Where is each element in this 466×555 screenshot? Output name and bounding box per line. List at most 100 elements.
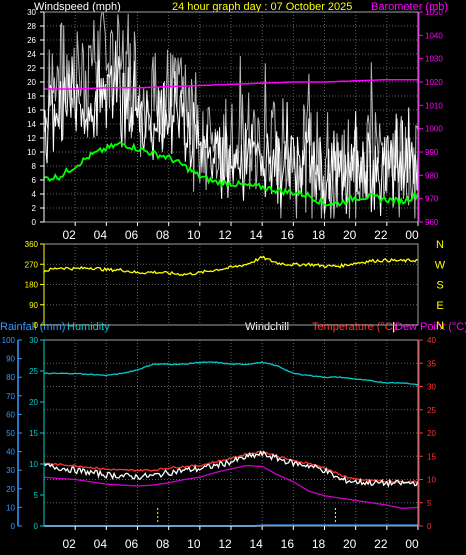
- temperature-ytick-label: 30: [427, 383, 436, 392]
- barometer-ytick-label: 960: [425, 218, 439, 227]
- gust-series-line: [43, 11, 419, 219]
- barometer-ytick-label: 980: [425, 171, 439, 180]
- barometer-ytick-label: 970: [425, 195, 439, 204]
- wind-xtick-label: 02: [62, 228, 76, 242]
- compass-label-e: E: [436, 300, 443, 312]
- average-series-line: [43, 141, 419, 208]
- humidity-ytick-label: 0: [34, 522, 39, 531]
- windchill-series-line: [43, 450, 419, 488]
- windspeed-ytick-label: 22: [27, 64, 36, 73]
- windspeed-ytick-label: 26: [27, 36, 36, 45]
- wind-xtick-label: 10: [187, 228, 201, 242]
- windspeed-ytick-label: 10: [27, 148, 36, 157]
- windspeed-ytick-label: 20: [27, 78, 36, 87]
- compass-label-n: N: [436, 239, 444, 251]
- wind-xtick-label: 08: [156, 228, 170, 242]
- wind-xtick-label: 18: [312, 228, 326, 242]
- windspeed-ytick-label: 8: [32, 162, 37, 171]
- temp-xtick-label: 20: [343, 537, 357, 551]
- rainfall-ytick-label: 90: [6, 355, 15, 364]
- humidity-ytick-label: 5: [34, 491, 39, 500]
- barometer-series-line: [44, 78, 418, 90]
- humidity-ytick-label: 10: [29, 460, 38, 469]
- temp-xtick-label: 14: [249, 537, 263, 551]
- humidity-ytick-label: 30: [29, 336, 38, 345]
- dewpoint-legend: Dew Point (°C): [395, 321, 466, 333]
- compass-label-n: N: [436, 320, 444, 332]
- temperature-ytick-label: 10: [427, 476, 436, 485]
- temperature-ytick-label: 20: [427, 429, 436, 438]
- temperature-ytick-label: 15: [427, 452, 436, 461]
- temp-xtick-label: 12: [218, 537, 232, 551]
- humidity-ytick-label: 25: [29, 367, 38, 376]
- windspeed-ytick-label: 12: [27, 134, 36, 143]
- barometer-ytick-label: 1040: [425, 31, 443, 40]
- windspeed-ytick-label: 28: [27, 22, 36, 31]
- temp-xtick-label: 00: [405, 537, 419, 551]
- chart-title: 24 hour graph day : 07 October 2025: [172, 1, 352, 13]
- temperature-series-line: [43, 450, 419, 484]
- temp-xtick-label: 02: [62, 537, 76, 551]
- rainfall-ytick-label: 20: [6, 485, 15, 494]
- rainfall-ytick-label: 40: [6, 448, 15, 457]
- direction-ytick-label: 360: [25, 240, 39, 249]
- rainfall-ytick-label: 100: [2, 336, 16, 345]
- wind-xtick-label: 20: [343, 228, 357, 242]
- windspeed-ytick-label: 16: [27, 106, 36, 115]
- temp-xtick-label: 10: [187, 537, 201, 551]
- wind-xtick-label: 06: [125, 228, 139, 242]
- wind-xtick-label: 00: [405, 228, 419, 242]
- windspeed-ytick-label: 24: [27, 50, 36, 59]
- rainfall-ytick-label: 80: [6, 373, 15, 382]
- rainfall-ytick-label: 0: [11, 522, 16, 531]
- barometer-ytick-label: 990: [425, 148, 439, 157]
- temperature-ytick-label: 5: [427, 499, 432, 508]
- barometer-ytick-label: 1050: [425, 8, 443, 17]
- dewpoint-series-line: [43, 464, 419, 509]
- windspeed-ytick-label: 30: [27, 8, 36, 17]
- barometer-ytick-label: 1020: [425, 78, 443, 87]
- windspeed-ytick-label: 2: [32, 204, 37, 213]
- temp-xtick-label: 06: [125, 537, 139, 551]
- compass-label-w: W: [435, 259, 446, 271]
- temperature-ytick-label: 25: [427, 406, 436, 415]
- rainfall-ytick-label: 10: [6, 503, 15, 512]
- direction-ytick-label: 180: [25, 281, 39, 290]
- barometer-ytick-label: 1010: [425, 101, 443, 110]
- wind-xtick-label: 22: [374, 228, 388, 242]
- series-layer: [43, 11, 419, 527]
- humidity-series-line: [43, 361, 419, 386]
- rainfall-ytick-label: 70: [6, 392, 15, 401]
- wind-xtick-label: 16: [281, 228, 295, 242]
- direction-ytick-label: 0: [34, 321, 39, 330]
- temperature-ytick-label: 35: [427, 359, 436, 368]
- temp-xtick-label: 18: [312, 537, 326, 551]
- legend-separator: |: [392, 321, 395, 333]
- windspeed-ytick-label: 18: [27, 92, 36, 101]
- humidity-axis-title: Humidity: [67, 321, 110, 333]
- barometer-axis-title: Barometer (mb): [371, 1, 448, 13]
- temp-xtick-label: 16: [281, 537, 295, 551]
- wind-xtick-label: 12: [218, 228, 232, 242]
- windspeed-ytick-label: 14: [27, 120, 36, 129]
- windchill-legend: Windchill: [245, 321, 289, 333]
- temperature-legend: Temperature (°C): [312, 321, 396, 333]
- temp-xtick-label: 04: [94, 537, 108, 551]
- rainfall-ytick-label: 50: [6, 429, 15, 438]
- axes-layer: 0246810121416182022242628309609709809901…: [2, 8, 446, 551]
- temperature-ytick-label: 40: [427, 336, 436, 345]
- windspeed-ytick-label: 6: [32, 176, 37, 185]
- windspeed-axis-title: Windspeed (mph): [34, 1, 121, 13]
- direction-ytick-label: 90: [29, 301, 38, 310]
- wind-xtick-label: 14: [249, 228, 263, 242]
- windspeed-ytick-label: 4: [32, 190, 37, 199]
- wind-xtick-label: 04: [94, 228, 108, 242]
- windspeed-ytick-label: 0: [32, 218, 37, 227]
- direction-ytick-label: 270: [25, 260, 39, 269]
- temp-xtick-label: 08: [156, 537, 170, 551]
- rainfall-ytick-label: 60: [6, 410, 15, 419]
- temp-xtick-label: 22: [374, 537, 388, 551]
- humidity-ytick-label: 20: [29, 398, 38, 407]
